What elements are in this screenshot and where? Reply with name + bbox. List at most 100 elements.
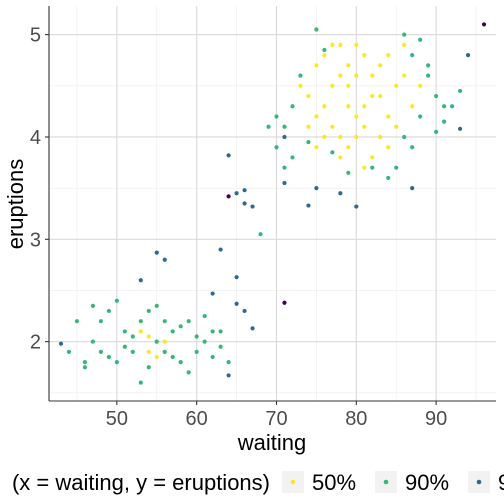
point-50pct [338,155,343,160]
point-99pct [306,203,311,208]
point-99pct [226,153,231,158]
point-90pct [402,134,407,140]
point-50pct [386,114,391,119]
point-90pct [106,308,111,314]
point-50pct [306,124,311,129]
axes [48,6,496,402]
point-90pct [266,124,271,129]
point-90pct [394,165,399,170]
legend-key-dot [290,479,296,485]
point-50pct [394,124,399,129]
point-50pct [338,73,343,78]
ticks: 50 60 70 80 90 2 3 4 5 [30,25,447,430]
point-50pct [322,104,327,109]
point-90pct [457,88,463,94]
point-90pct [410,145,415,150]
point-90pct [130,349,135,354]
point-90pct [274,114,279,119]
x-axis-title: waiting [237,430,306,455]
point-90pct [202,313,207,319]
point-90pct [306,140,311,145]
y-axis-title: eruptions [3,159,28,250]
point-50pct [354,73,359,78]
point-90pct [114,298,119,303]
point-50pct [330,124,335,129]
point-50pct [306,93,311,99]
point-90pct [178,324,183,329]
point-90pct [154,339,159,344]
point-50pct [362,104,367,109]
legend-label: 99% [498,470,504,495]
point-99pct [354,204,359,209]
point-50pct [346,63,351,68]
point-90pct [290,155,295,160]
point-50pct [362,124,367,129]
points [58,22,487,385]
point-99pct [154,250,159,255]
point-99pct [250,204,255,209]
x-tick-label: 80 [345,408,367,430]
point-50pct [314,145,319,150]
point-50pct [138,329,143,334]
point-90pct [186,370,191,375]
point-90pct [434,93,439,99]
point-90pct [170,354,175,360]
point-99pct [226,373,231,378]
legend: (x = waiting, y = eruptions) 50% 90% 99% [12,470,504,495]
point-90pct [402,32,407,37]
point-99pct [250,326,255,331]
point-50pct [162,339,167,344]
y-tick-label: 2 [30,332,41,354]
point-90pct [130,334,135,339]
point-50pct [338,42,343,47]
point-90pct [170,329,175,334]
point-99pct [162,257,167,262]
point-100pct [282,300,287,305]
point-50pct [330,42,335,47]
point-90pct [186,319,191,324]
point-50pct [330,83,335,88]
point-90pct [66,349,72,354]
x-tick-label: 50 [106,408,128,430]
point-99pct [465,53,471,58]
legend-label: 90% [405,470,449,495]
point-50pct [386,145,391,150]
point-50pct [370,93,375,99]
point-90pct [138,380,143,385]
y-tick-label: 4 [30,127,41,149]
point-90pct [154,303,159,308]
point-90pct [322,47,327,53]
point-90pct [218,344,223,349]
point-90pct [442,104,447,109]
point-50pct [354,134,359,140]
point-50pct [402,42,407,47]
point-90pct [90,339,96,344]
point-90pct [122,329,127,334]
point-50pct [410,104,415,109]
point-90pct [138,319,143,324]
point-50pct [378,134,383,140]
point-90pct [210,354,215,360]
point-90pct [162,349,167,354]
point-50pct [322,134,327,140]
point-90pct [162,319,167,324]
point-50pct [370,73,375,78]
point-90pct [426,73,431,78]
x-tick-label: 90 [425,408,447,430]
point-90pct [146,365,151,370]
point-50pct [354,42,359,47]
point-90pct [74,319,80,324]
point-90pct [282,165,287,170]
point-99pct [410,186,415,191]
point-50pct [346,145,351,150]
point-90pct [194,349,199,354]
point-90pct [122,344,127,349]
point-90pct [106,354,111,360]
point-99pct [138,278,143,283]
point-50pct [378,63,383,68]
point-99pct [282,134,287,140]
point-90pct [386,175,391,181]
legend-key-dot [476,479,482,485]
point-90pct [330,150,335,155]
point-90pct [114,360,119,365]
